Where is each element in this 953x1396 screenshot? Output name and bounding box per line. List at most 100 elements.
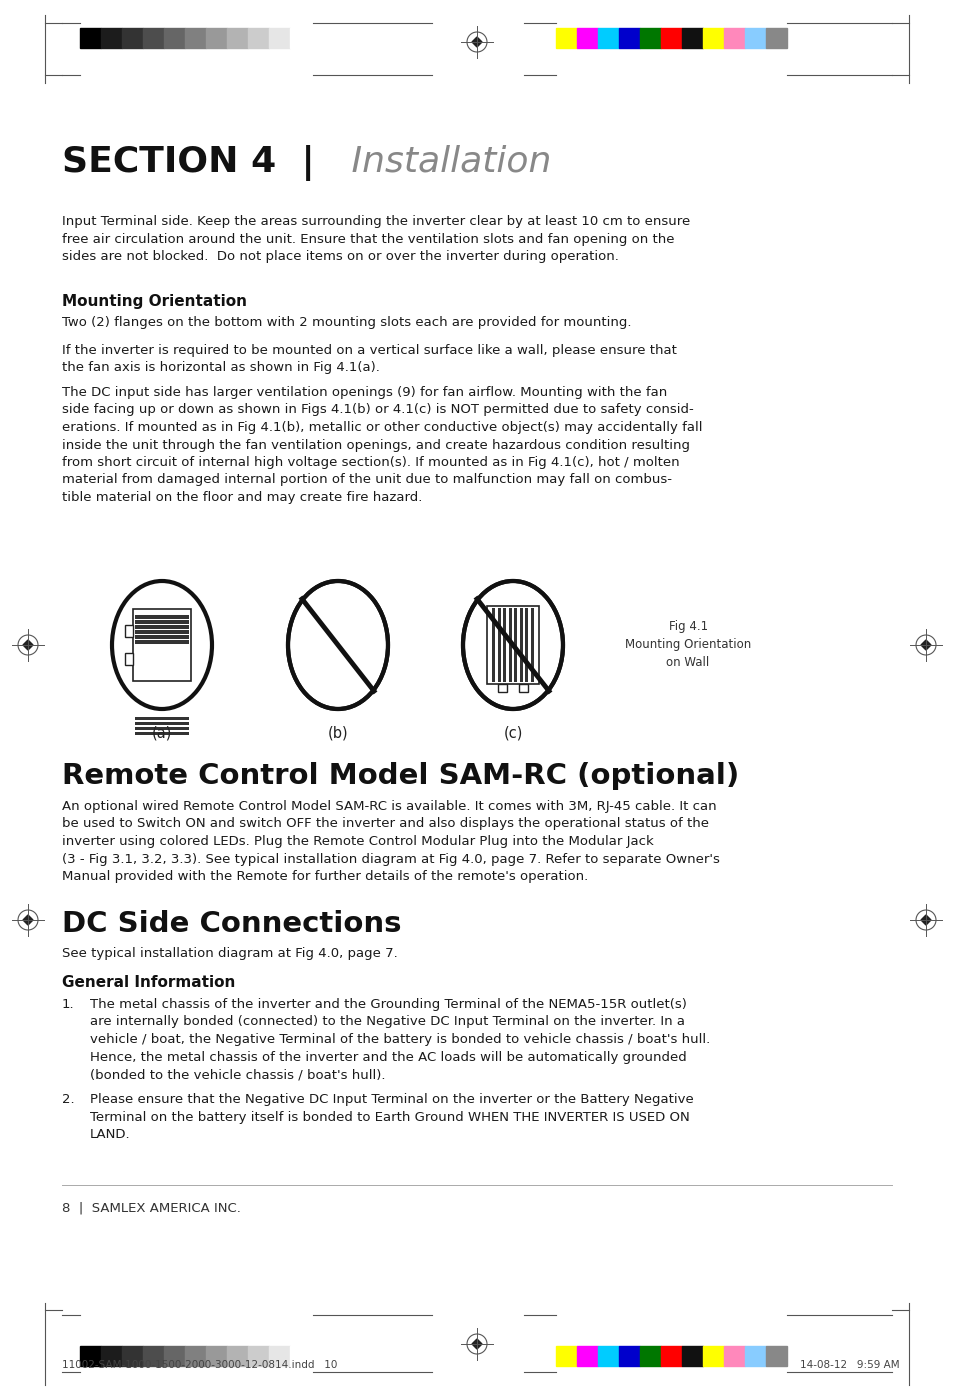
Bar bbox=[328, 609, 331, 683]
Bar bbox=[556, 1346, 577, 1367]
Text: Remote Control Model SAM-RC (optional): Remote Control Model SAM-RC (optional) bbox=[62, 762, 739, 790]
Bar bbox=[164, 1346, 185, 1367]
Bar bbox=[744, 1346, 765, 1367]
Bar bbox=[639, 28, 660, 47]
Bar bbox=[344, 609, 348, 683]
Polygon shape bbox=[920, 639, 930, 651]
Bar bbox=[143, 1346, 164, 1367]
Bar bbox=[135, 616, 189, 618]
Bar bbox=[492, 609, 495, 683]
Bar bbox=[518, 684, 527, 692]
Polygon shape bbox=[23, 914, 33, 926]
Bar bbox=[660, 28, 681, 47]
Bar bbox=[577, 28, 598, 47]
Bar bbox=[227, 1346, 248, 1367]
Bar bbox=[206, 28, 227, 47]
Bar bbox=[135, 630, 189, 634]
Text: Please ensure that the Negative DC Input Terminal on the inverter or the Battery: Please ensure that the Negative DC Input… bbox=[90, 1093, 693, 1141]
Bar bbox=[125, 653, 132, 664]
Bar bbox=[503, 609, 506, 683]
Bar bbox=[323, 597, 332, 606]
Bar bbox=[206, 1346, 227, 1367]
Bar bbox=[248, 1346, 269, 1367]
Bar bbox=[723, 28, 744, 47]
Polygon shape bbox=[23, 639, 33, 651]
Bar bbox=[530, 609, 533, 683]
Bar bbox=[660, 1346, 681, 1367]
Bar bbox=[122, 28, 143, 47]
Bar bbox=[765, 1346, 786, 1367]
Bar bbox=[618, 1346, 639, 1367]
Bar bbox=[317, 609, 320, 683]
Bar bbox=[185, 1346, 206, 1367]
Bar bbox=[322, 609, 325, 683]
Bar bbox=[312, 606, 364, 684]
Bar bbox=[765, 28, 786, 47]
Text: 1.: 1. bbox=[62, 998, 74, 1011]
Bar bbox=[639, 1346, 660, 1367]
Bar bbox=[135, 732, 189, 736]
Bar bbox=[702, 28, 723, 47]
Bar bbox=[290, 1346, 311, 1367]
Bar bbox=[135, 620, 189, 624]
Text: Two (2) flanges on the bottom with 2 mounting slots each are provided for mounti: Two (2) flanges on the bottom with 2 mou… bbox=[62, 315, 631, 329]
Bar bbox=[681, 1346, 702, 1367]
Text: Installation: Installation bbox=[339, 145, 551, 179]
Bar bbox=[135, 625, 189, 628]
Bar bbox=[135, 635, 189, 638]
Text: 8  |  SAMLEX AMERICA INC.: 8 | SAMLEX AMERICA INC. bbox=[62, 1202, 240, 1215]
Bar bbox=[269, 28, 290, 47]
Bar bbox=[122, 1346, 143, 1367]
Bar bbox=[519, 609, 522, 683]
Text: General Information: General Information bbox=[62, 974, 235, 990]
Bar bbox=[497, 684, 506, 692]
Polygon shape bbox=[472, 1339, 481, 1349]
Bar bbox=[227, 28, 248, 47]
Bar bbox=[164, 28, 185, 47]
Bar bbox=[355, 609, 358, 683]
Bar bbox=[290, 28, 311, 47]
Text: Fig 4.1
Mounting Orientation
on Wall: Fig 4.1 Mounting Orientation on Wall bbox=[624, 620, 750, 669]
Text: Input Terminal side. Keep the areas surrounding the inverter clear by at least 1: Input Terminal side. Keep the areas surr… bbox=[62, 215, 690, 262]
Text: The metal chassis of the inverter and the Grounding Terminal of the NEMA5-15R ou: The metal chassis of the inverter and th… bbox=[90, 998, 709, 1081]
Text: If the inverter is required to be mounted on a vertical surface like a wall, ple: If the inverter is required to be mounte… bbox=[62, 343, 677, 374]
Text: See typical installation diagram at Fig 4.0, page 7.: See typical installation diagram at Fig … bbox=[62, 946, 397, 960]
Bar bbox=[344, 597, 353, 606]
Text: The DC input side has larger ventilation openings (9) for fan airflow. Mounting : The DC input side has larger ventilation… bbox=[62, 387, 701, 504]
Bar bbox=[681, 28, 702, 47]
Bar bbox=[143, 28, 164, 47]
Text: SECTION 4  |: SECTION 4 | bbox=[62, 145, 314, 181]
Bar bbox=[556, 28, 577, 47]
Bar bbox=[135, 722, 189, 725]
Bar bbox=[525, 609, 528, 683]
Bar bbox=[101, 28, 122, 47]
Bar bbox=[508, 609, 511, 683]
Text: Mounting Orientation: Mounting Orientation bbox=[62, 295, 247, 309]
Bar bbox=[248, 28, 269, 47]
Bar bbox=[135, 639, 189, 644]
Bar bbox=[101, 1346, 122, 1367]
Text: 11002-SAM-1000-1500-2000-3000-12-0814.indd   10: 11002-SAM-1000-1500-2000-3000-12-0814.in… bbox=[62, 1360, 337, 1369]
Bar bbox=[723, 1346, 744, 1367]
Text: 14-08-12   9:59 AM: 14-08-12 9:59 AM bbox=[800, 1360, 899, 1369]
Bar bbox=[702, 1346, 723, 1367]
Bar bbox=[135, 716, 189, 720]
Text: DC Side Connections: DC Side Connections bbox=[62, 910, 401, 938]
Text: (b): (b) bbox=[327, 725, 348, 740]
Bar bbox=[185, 28, 206, 47]
Bar bbox=[269, 1346, 290, 1367]
Bar bbox=[598, 28, 618, 47]
Polygon shape bbox=[472, 38, 481, 47]
Bar bbox=[334, 609, 336, 683]
Bar bbox=[486, 606, 538, 684]
Bar bbox=[80, 28, 101, 47]
Bar bbox=[125, 625, 132, 637]
Bar bbox=[744, 28, 765, 47]
Bar bbox=[497, 609, 500, 683]
Text: (c): (c) bbox=[503, 725, 522, 740]
Text: 2.: 2. bbox=[62, 1093, 74, 1106]
Bar bbox=[135, 726, 189, 730]
Text: (a): (a) bbox=[152, 725, 172, 740]
Bar bbox=[132, 609, 191, 681]
Polygon shape bbox=[920, 914, 930, 926]
